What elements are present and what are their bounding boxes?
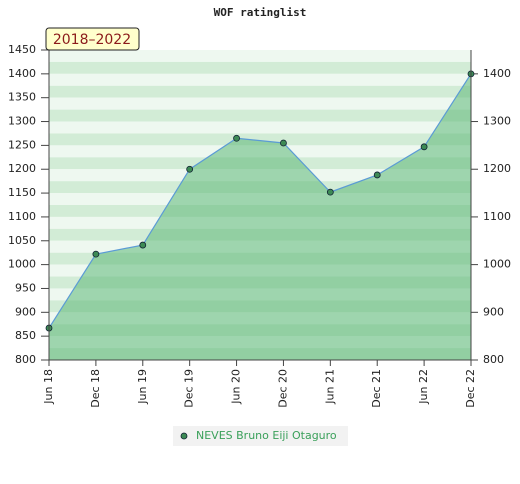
y2-tick-label: 1200: [483, 162, 511, 175]
plot-band: [49, 73, 471, 86]
plot-band: [49, 97, 471, 110]
area: [49, 73, 471, 360]
y-tick-label: 950: [15, 281, 36, 294]
y-tick-label: 1300: [8, 115, 36, 128]
point: [233, 134, 240, 142]
point: [280, 139, 287, 147]
annotation: 2018–2022: [53, 32, 131, 48]
y-tick-label: 1250: [8, 138, 36, 151]
y2-tick-label: 1300: [483, 115, 511, 128]
legend-marker: [180, 432, 188, 440]
y2-tick-label: 1400: [483, 67, 511, 80]
plot-band: [49, 121, 471, 134]
x-tick-label: Jun 18: [42, 369, 55, 405]
y-tick-label: 1050: [8, 234, 36, 247]
x-tick-label: Jun 22: [417, 369, 430, 405]
x-tick-label: Dec 21: [370, 369, 383, 408]
plot-band: [49, 61, 471, 74]
y-tick-label: 1100: [8, 210, 36, 223]
y-tick-label: 1400: [8, 67, 36, 80]
point: [92, 250, 100, 258]
point: [373, 171, 381, 179]
y-tick-label: 800: [15, 353, 36, 366]
y2-tick-label: 1000: [483, 258, 511, 271]
legend-box: [173, 426, 348, 446]
y-tick-label: 1200: [8, 162, 36, 175]
plot-band: [49, 109, 471, 122]
x-tick-label: Jun 19: [136, 369, 149, 405]
point: [420, 143, 428, 151]
plot-band: [49, 85, 471, 98]
y-tick-label: 1350: [8, 91, 36, 104]
y-tick-label: 1450: [8, 43, 36, 56]
x-tick-label: Dec 22: [464, 369, 477, 408]
point: [139, 241, 147, 249]
y-tick-label: 1150: [8, 186, 36, 199]
plot-band: [49, 133, 471, 146]
x-tick-label: Dec 20: [276, 369, 289, 408]
point: [186, 165, 194, 173]
x-tick-label: Jun 20: [230, 369, 243, 405]
y2-tick-label: 1100: [483, 210, 511, 223]
chart-title: WOF ratinglist: [214, 6, 307, 19]
x-tick-label: Dec 18: [89, 369, 102, 408]
y2-tick-label: 900: [483, 305, 504, 318]
annotation-box: [45, 27, 140, 51]
y2-tick-label: 800: [483, 353, 504, 366]
line: [48, 73, 472, 329]
y-tick-label: 900: [15, 305, 36, 318]
x-tick-label: Dec 19: [183, 369, 196, 408]
plot-band: [49, 50, 471, 62]
y-tick-label: 850: [15, 329, 36, 342]
point: [326, 188, 334, 196]
y-tick-label: 1000: [8, 258, 36, 271]
x-tick-label: Jun 21: [323, 369, 336, 405]
legend-label: NEVES Bruno Eiji Otaguro: [196, 429, 337, 442]
